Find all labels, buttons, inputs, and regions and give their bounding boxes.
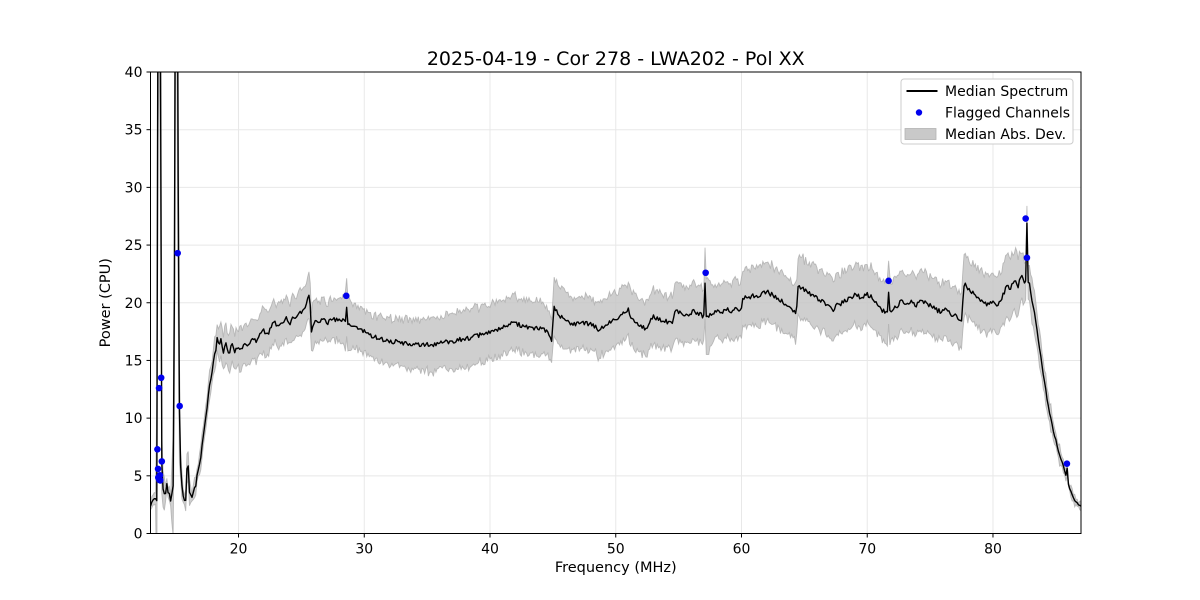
legend: Median Spectrum Flagged Channels Median … [900, 78, 1074, 145]
x-tick-label: 20 [230, 542, 248, 558]
y-axis-label: Power (CPU) [98, 258, 114, 347]
y-tick-label: 40 [125, 65, 143, 81]
y-tick-label: 15 [125, 353, 143, 369]
x-axis-label: Frequency (MHz) [555, 560, 677, 576]
flagged-channel-point [702, 269, 709, 277]
flagged-channel-point [342, 292, 350, 300]
flagged-channel-point [154, 465, 162, 473]
legend-box [900, 78, 1074, 145]
flagged-channel-point [1023, 254, 1031, 262]
y-tick-label: 35 [125, 123, 143, 139]
y-tick-label: 0 [134, 527, 143, 543]
flagged-channel-point [1022, 215, 1029, 222]
flagged-channel-point [157, 374, 165, 382]
mad-band [150, 72, 1081, 534]
legend-label-median-abs-dev: Median Abs. Dev. [945, 127, 1066, 143]
x-tick-label: 40 [481, 542, 499, 558]
y-tick-label: 30 [125, 180, 143, 196]
legend-dot-sample [915, 109, 923, 116]
flagged-channel-point [885, 277, 892, 285]
y-tick-label: 10 [125, 411, 143, 427]
y-tick-label: 25 [125, 238, 143, 254]
flagged-channel-point [157, 477, 164, 484]
y-tick-label: 5 [134, 469, 143, 485]
flagged-channel-point [176, 402, 183, 410]
legend-label-flagged-channels: Flagged Channels [945, 106, 1070, 122]
x-tick-label: 80 [984, 542, 1002, 558]
median-spectrum-line [150, 72, 1081, 507]
x-tick-label: 50 [607, 542, 625, 558]
x-tick-label: 70 [858, 542, 876, 558]
flagged-channel-point [1063, 460, 1071, 468]
flagged-channel-point [174, 249, 181, 257]
chart-title: 2025-04-19 - Cor 278 - LWA202 - Pol XX [427, 48, 805, 70]
flagged-channel-points [154, 215, 1071, 484]
x-tick-label: 60 [733, 542, 751, 558]
flagged-channel-point [154, 445, 161, 453]
x-axis-ticks: 20 30 40 50 60 70 80 [230, 533, 1002, 558]
flagged-channel-point [155, 384, 163, 392]
legend-label-median-spectrum: Median Spectrum [945, 84, 1068, 100]
legend-band-sample [904, 128, 937, 140]
y-tick-label: 20 [125, 296, 143, 312]
x-tick-label: 30 [355, 542, 373, 558]
flagged-channel-point [156, 471, 164, 479]
flagged-channel-point [158, 458, 166, 465]
y-axis-ticks: 0 5 10 15 20 25 30 35 40 [125, 65, 151, 543]
